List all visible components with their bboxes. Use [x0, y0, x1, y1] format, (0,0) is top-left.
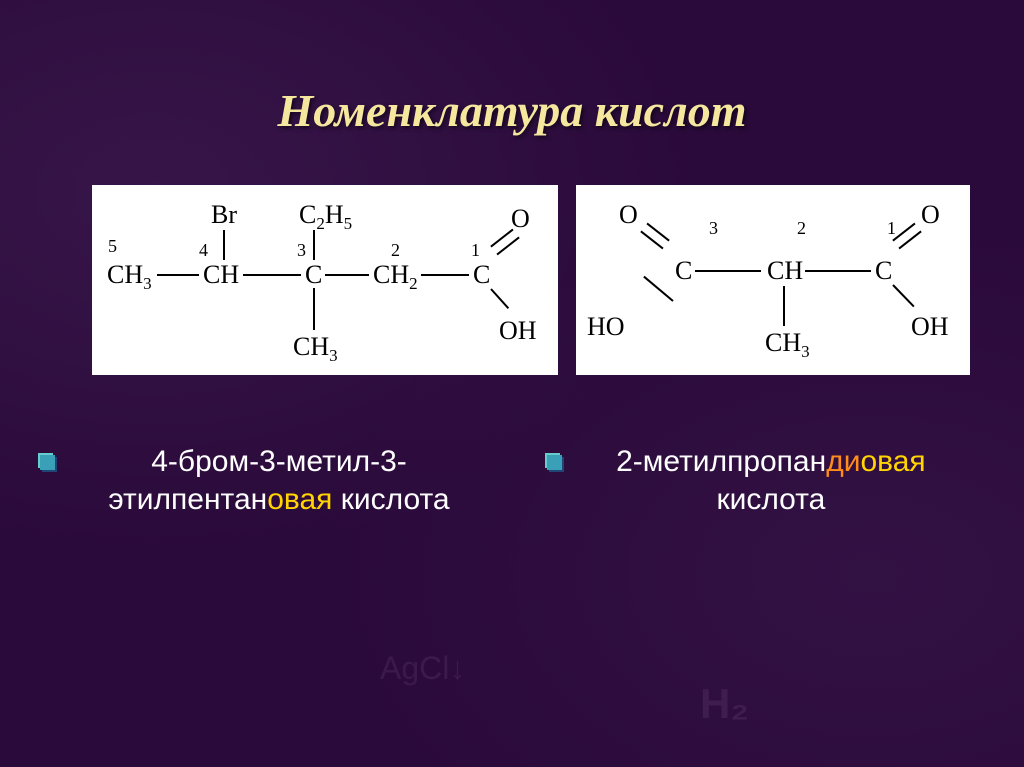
bond: [783, 286, 785, 326]
bond: [223, 230, 225, 260]
atom-c-r: C: [875, 258, 892, 284]
double-bond: [640, 223, 669, 250]
atom-o-tl: O: [619, 202, 638, 228]
num-3: 3: [297, 240, 306, 261]
bond: [313, 288, 315, 330]
highlight-yellow: овая: [860, 445, 925, 478]
bond: [643, 276, 673, 302]
num-5: 5: [108, 236, 117, 257]
bond: [490, 288, 509, 309]
bond: [421, 274, 469, 276]
atom-br: Br: [211, 202, 237, 228]
num-r2: 2: [797, 218, 806, 239]
watermark-agcl: AgCl↓: [380, 650, 465, 687]
atom-ch3-bottom: CH3: [293, 334, 338, 364]
atom-c2h5: C2H5: [299, 202, 352, 232]
double-bond: [490, 229, 519, 256]
atom-ch: CH: [203, 262, 239, 288]
atom-o-tr: O: [921, 202, 940, 228]
atom-ch3-left: CH3: [107, 262, 152, 292]
bond: [695, 270, 761, 272]
num-2: 2: [391, 240, 400, 261]
bullet-icon: [40, 455, 55, 470]
bullet-icon: [547, 455, 562, 470]
structure-right: O O 3 2 1 C CH C HO OH CH3: [576, 185, 970, 375]
num-4: 4: [199, 240, 208, 261]
atom-c-right: C: [473, 262, 490, 288]
atom-c-mid: C: [305, 262, 322, 288]
bond: [325, 274, 369, 276]
highlight-yellow: овая: [267, 483, 332, 516]
bond: [892, 284, 914, 307]
caption-left: 4-бром-3-метил-3-этилпентановая кислота: [69, 443, 489, 519]
atom-c-l: C: [675, 258, 692, 284]
slide-title: Номенклатура кислот: [0, 0, 1024, 137]
bond: [243, 274, 301, 276]
atom-ch2: CH2: [373, 262, 418, 292]
num-r3: 3: [709, 218, 718, 239]
bond: [313, 230, 315, 260]
captions-row: 4-бром-3-метил-3-этилпентановая кислота …: [0, 443, 1024, 519]
structure-left: Br C2H5 O 5 4 3 2 1 CH3 CH C CH2 C CH3 O…: [92, 185, 558, 375]
atom-oh-r: OH: [911, 314, 949, 340]
bond: [157, 274, 199, 276]
num-r1: 1: [887, 218, 896, 239]
highlight-orange: ди: [826, 445, 860, 478]
caption-right: 2-метилпропандиоваякислота: [576, 443, 966, 519]
caption-left-block: 4-бром-3-метил-3-этилпентановая кислота: [40, 443, 517, 519]
atom-ch-m: CH: [767, 258, 803, 284]
atom-oh: OH: [499, 318, 537, 344]
num-1: 1: [471, 240, 480, 261]
bond: [805, 270, 871, 272]
atom-ho: HO: [587, 314, 625, 340]
watermark-h2: H₂: [700, 680, 749, 728]
structures-row: Br C2H5 O 5 4 3 2 1 CH3 CH C CH2 C CH3 O…: [0, 185, 1024, 375]
atom-ch3-r: CH3: [765, 330, 810, 360]
atom-o-top: O: [511, 206, 530, 232]
caption-right-block: 2-метилпропандиоваякислота: [547, 443, 984, 519]
double-bond: [892, 223, 921, 250]
